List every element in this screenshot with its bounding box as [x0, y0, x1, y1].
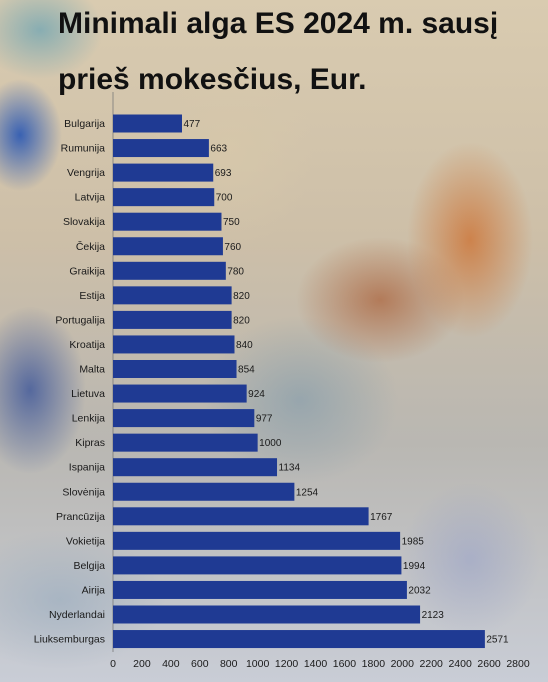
category-label: Kipras [75, 437, 105, 449]
bar [113, 114, 182, 133]
value-label: 2032 [408, 585, 431, 596]
value-label: 1767 [370, 512, 393, 523]
category-label: Vengrija [67, 167, 105, 179]
bar [113, 630, 485, 649]
category-label: Lietuva [71, 388, 105, 400]
value-label: 780 [227, 266, 244, 277]
value-label: 1000 [259, 438, 282, 449]
category-label: Airija [82, 584, 105, 596]
bar [113, 335, 235, 354]
category-label: Nyderlandai [49, 609, 105, 621]
bar [113, 237, 223, 256]
x-tick-label: 1600 [333, 658, 357, 670]
value-label: 977 [256, 414, 273, 425]
x-tick-label: 800 [220, 658, 238, 670]
chart-title: Minimali alga ES 2024 m. sausį prieš mok… [58, 7, 499, 96]
category-label: Belgija [73, 560, 105, 572]
x-tick-label: 2000 [391, 658, 415, 670]
category-label: Kroatija [69, 339, 105, 351]
category-label: Lenkija [72, 413, 105, 425]
x-tick-label: 1800 [362, 658, 386, 670]
x-tick-label: 2800 [506, 658, 530, 670]
bar [113, 286, 232, 305]
x-axis-ticks: 0 200 400 600 800 1000 1200 1400 1600 1800 2000 220… [110, 658, 530, 670]
value-label: 820 [233, 315, 250, 326]
x-tick-label: 200 [133, 658, 151, 670]
bar [113, 409, 255, 428]
x-tick-label: 600 [191, 658, 209, 670]
category-label: Graikija [69, 265, 105, 277]
x-tick-label: 2200 [420, 658, 444, 670]
x-tick-label: 1200 [275, 658, 299, 670]
bar [113, 531, 401, 550]
category-label: Ispanija [69, 462, 105, 474]
value-label: 854 [238, 365, 255, 376]
bars-layer [113, 114, 485, 649]
bar [113, 188, 215, 207]
bar [113, 310, 232, 329]
bar [113, 163, 214, 182]
value-label: 1254 [296, 487, 319, 498]
value-label: 700 [216, 193, 233, 204]
value-label: 1985 [402, 536, 425, 547]
category-label: Latvija [75, 192, 106, 204]
bar [113, 458, 278, 477]
value-label: 760 [224, 242, 241, 253]
bar [113, 605, 421, 624]
category-label: Prancūzija [56, 511, 105, 523]
bar [113, 139, 209, 158]
category-label: Estija [79, 290, 105, 302]
bar [113, 261, 226, 280]
value-label: 2123 [422, 610, 445, 621]
value-label: 1994 [403, 561, 426, 572]
category-label: Vokietija [66, 535, 105, 547]
value-label: 1134 [279, 463, 301, 474]
bar [113, 360, 237, 378]
x-tick-label: 2600 [477, 658, 501, 670]
x-tick-label: 1400 [304, 658, 328, 670]
bar [113, 384, 247, 403]
value-label: 2571 [486, 635, 509, 646]
value-label: 477 [183, 119, 200, 130]
value-label: 820 [233, 291, 250, 302]
category-label: Čekija [76, 240, 105, 253]
value-label: 693 [215, 168, 232, 179]
x-tick-label: 1000 [246, 658, 270, 670]
category-labels: Bulgarija Rumunija Vengrija Latvija Slovakij… [34, 118, 105, 646]
value-label: 750 [223, 217, 240, 228]
bar [113, 433, 258, 452]
category-label: Portugalija [55, 314, 105, 326]
x-tick-label: 400 [162, 658, 180, 670]
value-label: 924 [248, 389, 265, 400]
value-label: 840 [236, 340, 253, 351]
bar [113, 556, 402, 575]
category-label: Slovėnija [62, 486, 105, 498]
category-label: Liuksemburgas [34, 634, 105, 646]
category-label: Rumunija [61, 143, 106, 155]
value-labels: 477 663 693 700 750 760 780 820 820 840 854 924 977 1… [183, 119, 509, 646]
value-label: 663 [210, 144, 227, 155]
bar [113, 482, 295, 501]
category-label: Malta [79, 364, 105, 376]
category-label: Slovakija [63, 216, 105, 228]
x-tick-label: 2400 [448, 658, 472, 670]
bar [113, 580, 407, 599]
bar [113, 212, 222, 231]
bar [113, 507, 369, 526]
x-tick-label: 0 [110, 658, 116, 670]
category-label: Bulgarija [64, 118, 105, 130]
